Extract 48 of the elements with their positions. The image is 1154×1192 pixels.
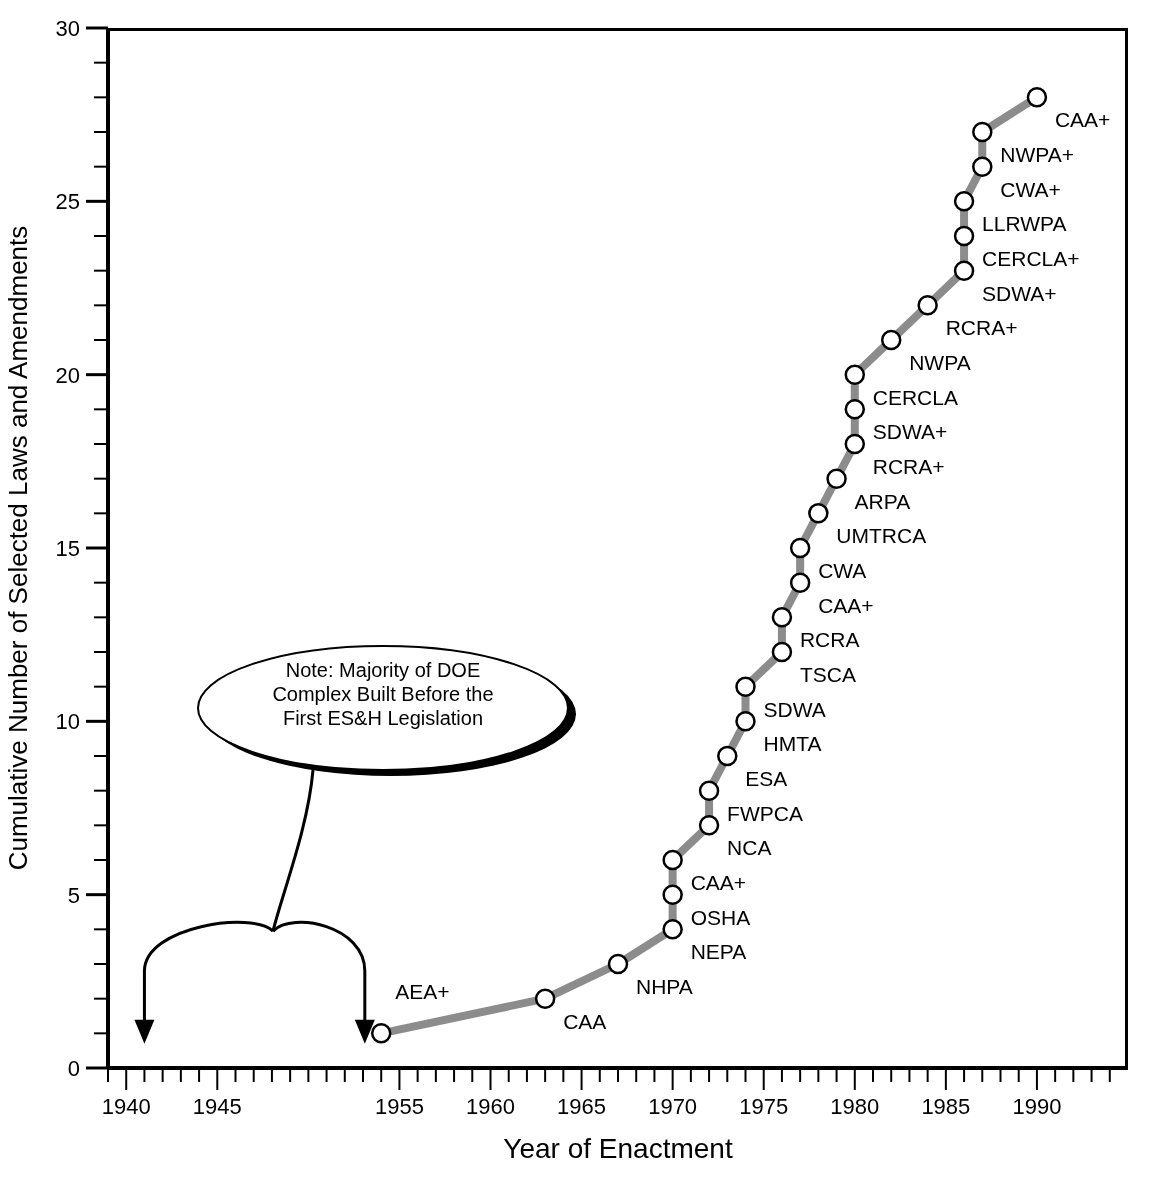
y-tick-label: 15: [55, 536, 80, 561]
x-tick-label: 1980: [830, 1094, 880, 1119]
annotation: ARPA: [854, 489, 911, 513]
annotation: CAA+: [1054, 108, 1111, 132]
x-tick-label: 1975: [739, 1094, 789, 1119]
annotation: SDWA: [763, 697, 826, 721]
y-tick-label: 10: [55, 709, 80, 735]
annotation: FWPCA: [727, 801, 803, 825]
annotation: OSHA: [690, 905, 751, 929]
y-tick-label: 5: [67, 882, 80, 908]
annotation: CERCLA: [872, 385, 958, 409]
annotation: ESA: [745, 767, 788, 790]
x-tick-label: 1960: [466, 1094, 515, 1119]
annotation: RCRA+: [945, 316, 1018, 340]
annotation: RCRA: [799, 628, 860, 652]
annotation: HMTA: [763, 732, 822, 756]
x-tick-label: 1970: [648, 1094, 698, 1119]
annotation: LLRWPA: [982, 212, 1067, 236]
annotation: NWPA: [909, 351, 971, 374]
x-tick-label: 1940: [101, 1094, 151, 1119]
annotation: SDWA+: [872, 420, 948, 444]
annotation: TSCA: [799, 663, 856, 686]
annotation: UMTRCA: [836, 524, 927, 548]
y-tick-label: 0: [67, 1056, 80, 1081]
annotation: SDWA+: [982, 281, 1057, 305]
y-tick-label: 30: [55, 16, 80, 41]
annotation: RCRA+: [872, 455, 945, 478]
annotation: NEPA: [690, 940, 747, 964]
annotation: CAA+: [818, 593, 874, 617]
annotation: NCA: [727, 836, 772, 860]
annotation: NWPA+: [1000, 143, 1074, 166]
x-axis-title: Year of Enactment: [503, 1133, 733, 1164]
y-tick-label: 20: [55, 362, 80, 388]
y-axis-title: Cumulative Number of Selected Laws and Amendments: [3, 225, 34, 871]
y-tick-label: 25: [55, 189, 80, 215]
annotation: CWA+: [1000, 177, 1061, 201]
annotation: CWA: [818, 559, 867, 582]
annotation: Note: Majority of DOE Complex Built Before the First ES&H Legislation: [271, 658, 495, 730]
annotation: CERCLA+: [982, 247, 1080, 270]
x-tick-label: 1965: [557, 1094, 607, 1119]
x-tick-label: 1985: [921, 1094, 971, 1119]
annotation: CAA+: [690, 871, 747, 894]
annotation: NHPA: [636, 975, 693, 998]
x-tick-label: 1990: [1012, 1094, 1062, 1119]
x-tick-label: 1945: [192, 1094, 242, 1119]
x-tick-label: 1955: [374, 1094, 424, 1119]
annotation: CAA: [563, 1009, 607, 1033]
annotation: AEA+: [395, 980, 450, 1004]
